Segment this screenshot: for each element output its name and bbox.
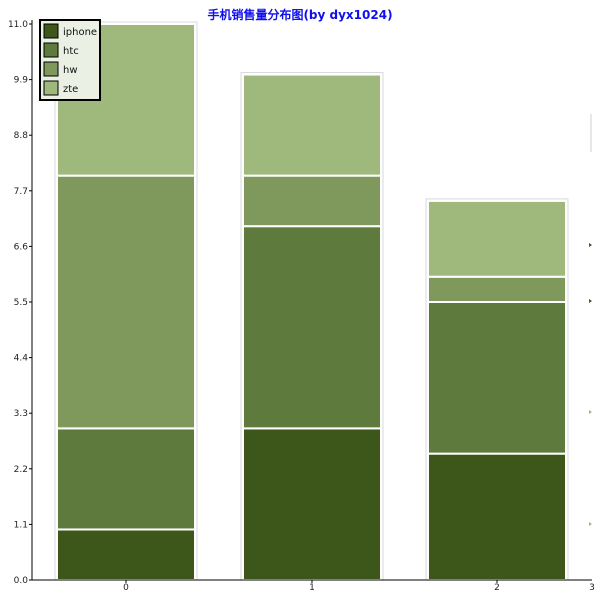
legend-swatch-zte — [43, 80, 59, 96]
legend-swatch-hw — [43, 61, 59, 77]
bar-segment-htc-2 — [427, 301, 567, 455]
y-tick-label: 0.0 — [14, 576, 29, 586]
bar-segment-iphone-0 — [56, 528, 196, 581]
bar-segment-htc-1 — [242, 225, 382, 430]
y-tick-label: 3.3 — [14, 409, 28, 419]
bar-segment-zte-2 — [427, 199, 567, 278]
legend-swatch-iphone — [43, 23, 59, 39]
bars-group — [54, 21, 569, 582]
y-tick-label: 1.1 — [14, 520, 28, 530]
bar-segment-zte-1 — [242, 73, 382, 177]
right-edge-marker — [589, 299, 592, 303]
bar-segment-iphone-1 — [242, 427, 382, 582]
chart-title: 手机销售量分布图(by dyx1024) — [207, 7, 392, 22]
bar-segment-htc-0 — [56, 427, 196, 531]
bar-segment-hw-1 — [242, 174, 382, 228]
y-tick-label: 6.6 — [14, 242, 29, 252]
x-tick-label: 1 — [309, 583, 315, 593]
legend-swatch-htc — [43, 42, 59, 58]
right-edge-marker — [589, 522, 592, 526]
y-tick-label: 4.4 — [14, 354, 29, 364]
x-tick-label-end: 3 — [589, 583, 595, 593]
legend-label-hw: hw — [63, 65, 78, 76]
y-tick-label: 7.7 — [14, 187, 28, 197]
bar-segment-iphone-2 — [427, 452, 567, 581]
legend: iphone htc hw zte — [39, 19, 101, 101]
y-tick-label: 2.2 — [14, 465, 28, 475]
legend-label-htc: htc — [63, 46, 79, 57]
right-edge-marker — [589, 410, 592, 414]
x-tick-label: 0 — [123, 583, 129, 593]
bar-segment-hw-0 — [56, 174, 196, 430]
right-edge-marker — [589, 243, 592, 247]
y-tick-label: 11.0 — [8, 20, 28, 30]
bar-segment-hw-2 — [427, 275, 567, 303]
x-tick-label: 2 — [494, 583, 500, 593]
legend-label-zte: zte — [63, 84, 78, 95]
legend-label-iphone: iphone — [63, 27, 97, 38]
y-tick-label: 8.8 — [14, 131, 29, 141]
axes-group: 0.0 1.1 2.2 3.3 4.4 5.5 6.6 7.7 8.8 9.9 11.0 0 1 2 3 — [8, 20, 595, 593]
y-tick-label: 5.5 — [14, 298, 28, 308]
y-tick-label: 9.9 — [14, 76, 29, 86]
